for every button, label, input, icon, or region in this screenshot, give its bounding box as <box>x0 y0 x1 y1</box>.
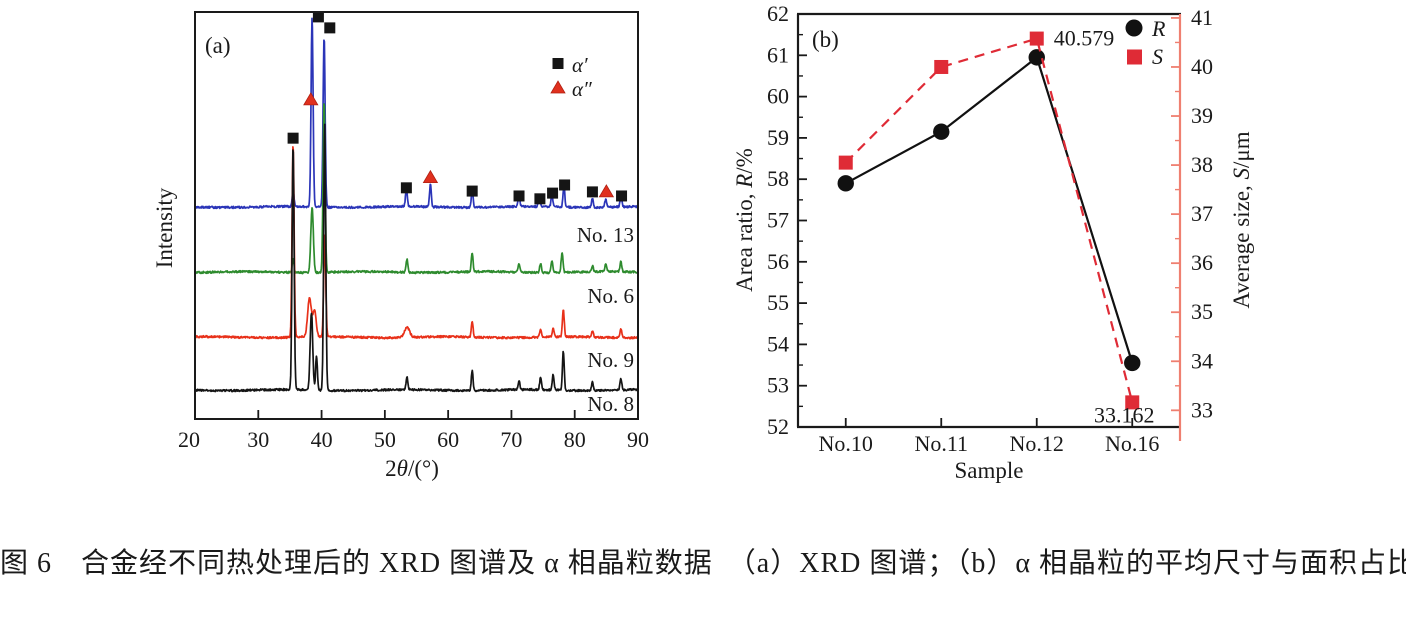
panel-b: 52 53 54 55 56 57 58 59 60 61 62 33 34 35 36 37 38 39 40 41… <box>732 1 1254 483</box>
x-tick-label: 60 <box>437 427 459 452</box>
xrd-trace-No13 <box>196 17 637 210</box>
legend-alpha-prime-label: α′ <box>572 53 588 77</box>
left-tick-label: 62 <box>767 1 789 26</box>
x-tick-label: 80 <box>564 427 586 452</box>
panel-a: No. 13 No. 6 No. 9 No. 8 20 30 40 50 60 70 80 90 2θ/… <box>152 11 649 481</box>
left-tick-label: 53 <box>767 373 789 398</box>
data-point-R-No.11 <box>933 123 950 140</box>
panel-a-frame <box>194 11 639 420</box>
xrd-trace-No8 <box>196 123 637 393</box>
x-tick-label: 30 <box>247 427 269 452</box>
right-tick-label: 35 <box>1191 299 1213 324</box>
panel-b-label: (b) <box>812 27 839 52</box>
figure-caption: 图 6 合金经不同热处理后的 XRD 图谱及 α 相晶粒数据 （a）XRD 图谱… <box>0 497 1406 637</box>
alpha-prime-marker <box>586 186 598 198</box>
alpha-doubleprime-marker <box>303 92 319 106</box>
left-tick-label: 59 <box>767 125 789 150</box>
data-point-S-No.16 <box>1125 395 1140 410</box>
left-tick-label: 55 <box>767 290 789 315</box>
legend-alpha-doubleprime-label: α″ <box>572 77 592 101</box>
alpha-doubleprime-marker <box>422 169 439 184</box>
legend-S-label: S <box>1152 44 1163 69</box>
trace-label-No13: No. 13 <box>577 223 634 247</box>
left-tick-label: 54 <box>767 331 789 356</box>
legend-alpha-prime-icon <box>552 58 564 69</box>
data-point-R-No.16 <box>1124 354 1141 372</box>
x-category-label: No.16 <box>1105 431 1159 456</box>
alpha-prime-marker <box>287 132 299 144</box>
right-tick-label: 37 <box>1191 201 1213 226</box>
alpha-prime-marker <box>559 179 571 191</box>
right-tick-label: 33 <box>1191 397 1213 422</box>
data-point-S-No.11 <box>934 59 949 74</box>
x-category-label: No.11 <box>914 431 968 456</box>
right-tick-label: 34 <box>1191 348 1213 373</box>
left-y-axis-label: Area ratio, R/% <box>732 148 757 292</box>
trace-label-No6: No. 6 <box>587 284 634 308</box>
figure-plots: No. 13 No. 6 No. 9 No. 8 20 30 40 50 60 70 80 90 2θ/… <box>152 1 1254 483</box>
x-category-label: No.10 <box>819 431 873 456</box>
right-tick-label: 38 <box>1191 152 1213 177</box>
alpha-prime-marker <box>513 190 525 202</box>
right-tick-label: 41 <box>1191 5 1213 30</box>
right-tick-label: 39 <box>1191 103 1213 128</box>
data-point-R-No.12 <box>1028 49 1045 66</box>
legend-S-icon <box>1127 49 1142 65</box>
x-tick-label: 90 <box>627 427 649 452</box>
x-tick-label: 70 <box>500 427 522 452</box>
left-tick-label: 52 <box>767 414 789 439</box>
alpha-prime-marker <box>324 22 336 34</box>
xrd-trace-No9 <box>196 145 637 340</box>
alpha-doubleprime-marker <box>598 184 615 198</box>
annotation-40-579: 40.579 <box>1054 26 1115 51</box>
panel-a-label: (a) <box>205 33 231 58</box>
caption-chinese: 图 6 合金经不同热处理后的 XRD 图谱及 α 相晶粒数据 （a）XRD 图谱… <box>0 548 1406 579</box>
trace-label-No8: No. 8 <box>587 392 634 416</box>
x-tick-label: 50 <box>374 427 396 452</box>
x-tick-label: 40 <box>311 427 333 452</box>
data-point-S-No.10 <box>838 155 853 170</box>
alpha-prime-marker <box>466 185 478 197</box>
alpha-prime-marker <box>616 190 628 202</box>
left-tick-label: 57 <box>767 208 789 233</box>
left-tick-label: 58 <box>767 166 789 191</box>
x-axis-label: 2θ/(°) <box>385 456 439 481</box>
alpha-prime-marker <box>534 193 546 205</box>
annotation-33-162: 33.162 <box>1094 402 1155 427</box>
x-category-label: No.12 <box>1010 431 1064 456</box>
caption-english-title: Fig. 6 XRD patterns and α-phase grain da… <box>0 633 1406 637</box>
data-point-S-No.12 <box>1029 31 1044 46</box>
xrd-trace-No6 <box>196 103 637 275</box>
legend-R-icon <box>1125 19 1143 37</box>
x-axis-label: Sample <box>955 458 1024 483</box>
left-tick-label: 61 <box>767 42 789 67</box>
legend-alpha-doubleprime-icon <box>550 80 566 94</box>
left-tick-label: 56 <box>767 249 789 274</box>
trace-label-No9: No. 9 <box>587 348 634 372</box>
legend-R-label: R <box>1151 16 1166 41</box>
y-axis-label: Intensity <box>152 187 177 268</box>
alpha-prime-marker <box>312 11 324 23</box>
alpha-prime-marker <box>400 182 412 194</box>
series-line-R <box>845 55 1134 364</box>
left-tick-label: 60 <box>767 84 789 109</box>
x-tick-label: 20 <box>178 427 200 452</box>
data-point-R-No.10 <box>837 175 854 192</box>
right-tick-label: 40 <box>1191 54 1213 79</box>
right-tick-label: 36 <box>1191 250 1213 275</box>
right-y-axis-label: Average size, S/μm <box>1229 131 1254 308</box>
alpha-prime-marker <box>547 187 559 199</box>
